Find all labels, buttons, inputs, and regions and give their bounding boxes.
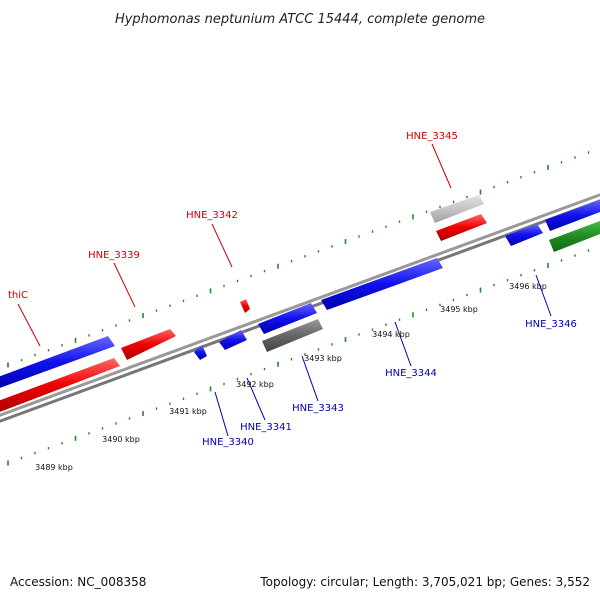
gene-arrow-blue[interactable]	[505, 224, 543, 246]
gene-label-hne-3340[interactable]: HNE_3340	[202, 437, 254, 448]
gene-arrow-red[interactable]	[121, 329, 176, 360]
tick-row-top	[7, 151, 590, 368]
kbp-label: 3493 kbp	[304, 354, 342, 363]
gene-label-hne-3346[interactable]: HNE_3346	[525, 319, 577, 330]
gene-labels-bottom: HNE_3340 HNE_3341 HNE_3343 HNE_3344 HNE_…	[202, 319, 577, 448]
gene-arrow-blue[interactable]	[545, 200, 600, 231]
gene-arrow-blue-small[interactable]	[194, 345, 207, 360]
kbp-label: 3494 kbp	[372, 330, 410, 339]
kbp-label: 3489 kbp	[35, 463, 73, 472]
gene-arrow-blue[interactable]	[0, 336, 115, 389]
kbp-labels: 3489 kbp 3490 kbp 3491 kbp 3492 kbp 3493…	[35, 282, 547, 472]
accession-text: Accession: NC_008358	[10, 575, 146, 589]
gene-arrow-red-small[interactable]	[240, 299, 250, 313]
gene-label-hne-3343[interactable]: HNE_3343	[292, 403, 344, 414]
kbp-label: 3496 kbp	[509, 282, 547, 291]
topology-text: Topology: circular; Length: 3,705,021 bp…	[259, 575, 590, 589]
gene-arrow-blue[interactable]	[258, 303, 317, 334]
gene-label-hne-3344[interactable]: HNE_3344	[385, 368, 437, 379]
kbp-label: 3490 kbp	[102, 435, 140, 444]
gene-arrows	[0, 195, 600, 413]
gene-arrow-green[interactable]	[549, 221, 600, 252]
tick-row-bottom	[7, 249, 590, 466]
gene-arrow-blue[interactable]	[321, 258, 443, 310]
gene-arrow-blue[interactable]	[219, 330, 247, 350]
gene-label-hne-3342[interactable]: HNE_3342	[186, 210, 238, 221]
kbp-label: 3492 kbp	[236, 380, 274, 389]
gene-label-hne-3345[interactable]: HNE_3345	[406, 131, 458, 142]
gene-labels-top: thiC HNE_3339 HNE_3342 HNE_3345	[8, 131, 458, 301]
map-title: Hyphomonas neptunium ATCC 15444, complet…	[115, 12, 485, 27]
gene-arrow-gray[interactable]	[262, 319, 323, 352]
gene-arrow-red[interactable]	[436, 214, 487, 241]
kbp-label: 3491 kbp	[169, 407, 207, 416]
kbp-label: 3495 kbp	[440, 305, 478, 314]
gene-label-hne-3341[interactable]: HNE_3341	[240, 422, 292, 433]
gene-arrow-red[interactable]	[0, 358, 120, 413]
gene-label-hne-3339[interactable]: HNE_3339	[88, 250, 140, 261]
gene-label-thic[interactable]: thiC	[8, 290, 28, 301]
gene-arrow-lightgray[interactable]	[430, 195, 484, 223]
leader-lines	[17, 143, 552, 437]
